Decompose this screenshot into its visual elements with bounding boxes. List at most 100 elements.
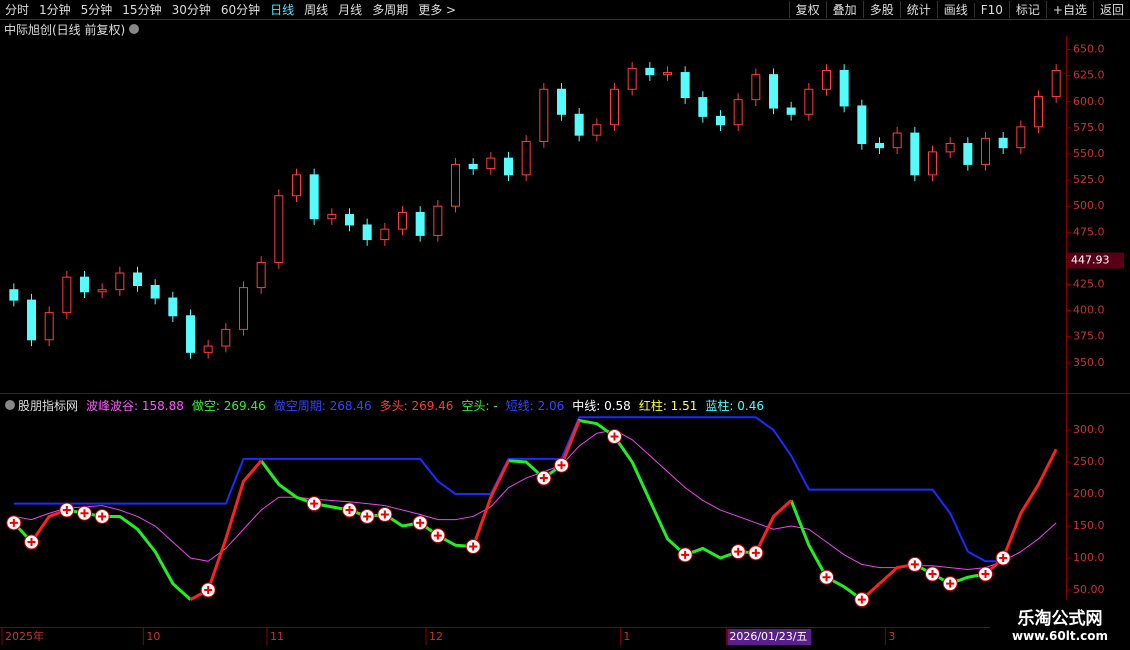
candle-body [892,132,902,149]
period-button[interactable]: 30分钟 [171,3,211,17]
y-tick-label: 625.0 [1073,69,1105,82]
signal-plus [751,548,760,557]
indicator-menu-icon[interactable] [5,400,15,410]
y-tick-label: 500.0 [1073,199,1105,212]
candle-body [945,143,955,153]
candle-body [839,69,849,107]
tool-button[interactable]: 标记 [1008,1,1046,18]
candle-body [221,328,231,347]
candle-body [769,74,778,109]
candle-body [345,214,354,226]
candle-body [133,272,142,287]
legend-item: 短线: 2.06 [505,398,565,413]
candle-body [309,174,319,220]
candle-body [292,174,301,197]
period-button[interactable]: 日线 [270,3,295,17]
candle-body [1034,96,1043,128]
candle-body [380,228,390,241]
tool-button[interactable]: +自选 [1045,1,1093,18]
watermark-url: www.60lt.com [1011,629,1109,643]
tool-button[interactable]: 多股 [862,1,900,18]
y-tick-label: 150.0 [1073,519,1105,532]
candle-body [80,276,89,293]
period-button[interactable]: 分时 [5,3,30,17]
candle-body [256,262,266,289]
signal-plus [857,595,866,604]
legend-item: 蓝柱: 0.46 [705,398,764,413]
signal-plus [928,570,937,579]
signal-plus [310,499,319,508]
tool-button[interactable]: 返回 [1092,1,1130,18]
legend-item: 波峰波谷: 158.88 [86,398,184,413]
candle-body [574,113,584,136]
candle-body [327,214,337,220]
signal-plus [433,531,442,540]
period-button[interactable]: 更多 > [418,3,457,17]
y-tick-label: 475.0 [1073,225,1105,238]
candle-body [804,88,814,115]
tool-button[interactable]: 叠加 [825,1,863,18]
price-cursor-label: 447.93 [1071,254,1110,267]
candle-body [433,205,443,236]
candle-body [663,72,672,76]
title-menu-icon[interactable] [129,24,139,34]
tool-button[interactable]: 画线 [936,1,974,18]
price-cursor-box [1068,252,1124,269]
candle-body [1016,126,1026,149]
period-button[interactable]: 多周期 [372,3,409,17]
candle-body [680,72,690,99]
period-button[interactable]: 月线 [338,3,363,17]
candle-body [97,289,107,293]
date-label: 2026/01/23/五 [729,630,807,643]
legend-item: 空头: - [461,398,498,413]
candle-body [910,132,920,176]
tool-button[interactable]: 复权 [788,1,826,18]
y-tick-label: 525.0 [1073,173,1105,186]
period-button[interactable]: 15分钟 [122,3,162,17]
candle-body [716,115,725,126]
signal-plus [681,550,690,559]
candle-body [150,285,160,299]
candle-body [981,137,990,165]
signal-plus [557,461,566,470]
candle-body [698,97,708,117]
indicator-legend: 股朋指标网 波峰波谷: 158.88 做空: 269.46 做空周期: 268.46 多… [18,397,772,413]
period-toolbar: 分时 1分钟 5分钟 15分钟 30分钟 60分钟 日线 周线 月线 多周期 更多 > [0,0,461,19]
candle-body [610,88,619,126]
candle-body [451,163,460,207]
candle-body [239,287,248,330]
candle-body [362,224,372,241]
period-button[interactable]: 1分钟 [39,3,71,17]
date-cursor-box [727,629,812,645]
indicator-title: 股朋指标网 [18,398,79,413]
y-tick-label: 50.00 [1073,583,1105,596]
period-button[interactable]: 5分钟 [80,3,113,17]
candle-body [645,67,655,76]
candle-body [398,211,407,230]
tool-button[interactable]: F10 [973,2,1009,17]
signal-plus [9,518,18,527]
candle-body [875,143,884,149]
period-button[interactable]: 周线 [304,3,329,17]
indicator-line [13,416,1004,563]
candle-body [786,107,796,115]
date-label: 1 [623,630,630,643]
candle-body [415,211,425,236]
candle-body [928,151,937,176]
signal-plus [416,518,425,527]
candle-body [627,67,637,90]
period-button[interactable]: 60分钟 [220,3,261,17]
y-tick-label: 375.0 [1073,330,1105,343]
signal-plus [469,542,478,551]
candle-body [751,74,761,101]
candle-body [9,289,19,301]
candle-body [1051,69,1061,98]
y-tick-label: 100.0 [1073,551,1105,564]
indicator-line [12,418,986,601]
signal-plus [98,512,107,521]
tool-button[interactable]: 统计 [899,1,937,18]
signal-plus [539,474,548,483]
candle-body [998,137,1008,149]
